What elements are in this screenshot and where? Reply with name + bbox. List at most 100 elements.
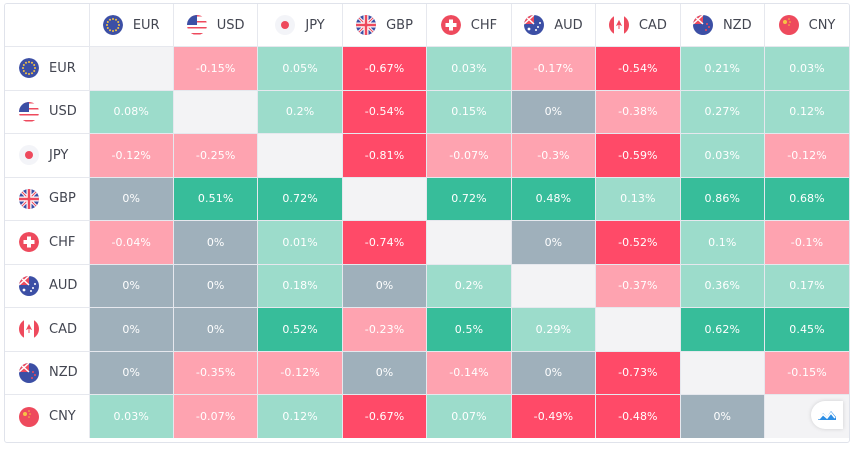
heatmap-cell-gbp-nzd[interactable]: 0.86% <box>679 176 766 221</box>
heatmap-cell-gbp-jpy[interactable]: 0.72% <box>257 176 343 221</box>
column-header-chf[interactable]: CHF <box>426 4 512 47</box>
heatmap-cell-aud-usd[interactable]: 0% <box>172 263 259 308</box>
heatmap-cell-usd-aud[interactable]: 0% <box>510 89 597 134</box>
row-header-label: CAD <box>49 321 77 337</box>
heatmap-cell-cad-cny[interactable]: 0.45% <box>764 307 849 352</box>
heatmap-cell-gbp-aud[interactable]: 0.48% <box>510 176 597 221</box>
heatmap-cell-eur-nzd[interactable]: 0.21% <box>679 46 766 91</box>
heatmap-cell-chf-cny[interactable]: -0.1% <box>764 220 849 265</box>
heatmap-cell-gbp-cny[interactable]: 0.68% <box>764 176 849 221</box>
heatmap-cell-eur-aud[interactable]: -0.17% <box>510 46 597 91</box>
heatmap-cell-cad-nzd[interactable]: 0.62% <box>679 307 766 352</box>
heatmap-cell-aud-cad[interactable]: -0.37% <box>595 263 681 308</box>
heatmap-cell-jpy-chf[interactable]: -0.07% <box>426 133 512 178</box>
heatmap-cell-cad-gbp[interactable]: -0.23% <box>341 307 428 352</box>
heatmap-cell-jpy-aud[interactable]: -0.3% <box>510 133 597 178</box>
heatmap-cell-cny-gbp[interactable]: -0.67% <box>341 394 428 438</box>
column-header-cny[interactable]: CNY <box>764 4 849 47</box>
heatmap-cell-eur-chf[interactable]: 0.03% <box>426 46 512 91</box>
heatmap-cell-nzd-jpy[interactable]: -0.12% <box>257 350 343 395</box>
heatmap-cell-chf-jpy[interactable]: 0.01% <box>257 220 343 265</box>
heatmap-cell-gbp-cad[interactable]: 0.13% <box>595 176 681 221</box>
heatmap-cell-nzd-cny[interactable]: -0.15% <box>764 350 849 395</box>
heatmap-cell-jpy-eur[interactable]: -0.12% <box>88 133 174 178</box>
column-header-label: AUD <box>554 17 583 33</box>
heatmap-cell-aud-chf[interactable]: 0.2% <box>426 263 512 308</box>
heatmap-cell-chf-aud[interactable]: 0% <box>510 220 597 265</box>
heatmap-cell-jpy-gbp[interactable]: -0.81% <box>341 133 428 178</box>
heatmap-cell-cny-aud[interactable]: -0.49% <box>510 394 597 438</box>
us-flag-icon <box>19 101 39 122</box>
heatmap-cell-aud-cny[interactable]: 0.17% <box>764 263 849 308</box>
column-header-jpy[interactable]: JPY <box>257 4 343 47</box>
row-header-usd[interactable]: USD <box>5 89 90 134</box>
row-header-gbp[interactable]: GBP <box>5 176 90 221</box>
heatmap-cell-cny-chf[interactable]: 0.07% <box>426 394 512 438</box>
column-header-nzd[interactable]: NZD <box>679 4 766 47</box>
heatmap-cell-cad-chf[interactable]: 0.5% <box>426 307 512 352</box>
heatmap-cell-eur-cad[interactable]: -0.54% <box>595 46 681 91</box>
heatmap-cell-aud-eur[interactable]: 0% <box>88 263 174 308</box>
heatmap-cell-cny-nzd[interactable]: 0% <box>679 394 766 438</box>
row-header-jpy[interactable]: JPY <box>5 133 90 178</box>
heatmap-cell-cad-aud[interactable]: 0.29% <box>510 307 597 352</box>
column-header-gbp[interactable]: GBP <box>341 4 428 47</box>
row-header-cad[interactable]: CAD <box>5 307 90 352</box>
heatmap-cell-usd-cad[interactable]: -0.38% <box>595 89 681 134</box>
heatmap-cell-eur-jpy[interactable]: 0.05% <box>257 46 343 91</box>
row-header-chf[interactable]: CHF <box>5 220 90 265</box>
heatmap-cell-usd-eur[interactable]: 0.08% <box>88 89 174 134</box>
heatmap-cell-nzd-gbp[interactable]: 0% <box>341 350 428 395</box>
heatmap-cell-nzd-aud[interactable]: 0% <box>510 350 597 395</box>
logo-badge[interactable] <box>811 401 843 429</box>
row-header-cny[interactable]: CNY <box>5 394 90 438</box>
heatmap-cell-chf-nzd[interactable]: 0.1% <box>679 220 766 265</box>
heatmap-cell-chf-gbp[interactable]: -0.74% <box>341 220 428 265</box>
heatmap-cell-jpy-nzd[interactable]: 0.03% <box>679 133 766 178</box>
row-header-label: EUR <box>49 60 76 76</box>
heatmap-cell-diagonal <box>510 263 597 308</box>
heatmap-cell-gbp-chf[interactable]: 0.72% <box>426 176 512 221</box>
row-header-nzd[interactable]: NZD <box>5 350 90 395</box>
heatmap-cell-nzd-eur[interactable]: 0% <box>88 350 174 395</box>
heatmap-cell-cad-usd[interactable]: 0% <box>172 307 259 352</box>
heatmap-cell-chf-cad[interactable]: -0.52% <box>595 220 681 265</box>
heatmap-cell-aud-gbp[interactable]: 0% <box>341 263 428 308</box>
au-flag-icon <box>19 275 39 296</box>
heatmap-cell-gbp-eur[interactable]: 0% <box>88 176 174 221</box>
heatmap-cell-jpy-cny[interactable]: -0.12% <box>764 133 849 178</box>
heatmap-cell-aud-jpy[interactable]: 0.18% <box>257 263 343 308</box>
heatmap-cell-eur-cny[interactable]: 0.03% <box>764 46 849 91</box>
heatmap-cell-jpy-usd[interactable]: -0.25% <box>172 133 259 178</box>
heatmap-cell-jpy-cad[interactable]: -0.59% <box>595 133 681 178</box>
heatmap-cell-chf-usd[interactable]: 0% <box>172 220 259 265</box>
heatmap-cell-cad-eur[interactable]: 0% <box>88 307 174 352</box>
column-header-aud[interactable]: AUD <box>510 4 597 47</box>
heatmap-cell-cad-jpy[interactable]: 0.52% <box>257 307 343 352</box>
column-header-usd[interactable]: USD <box>172 4 259 47</box>
heatmap-cell-nzd-usd[interactable]: -0.35% <box>172 350 259 395</box>
heatmap-cell-eur-usd[interactable]: -0.15% <box>172 46 259 91</box>
heatmap-cell-usd-gbp[interactable]: -0.54% <box>341 89 428 134</box>
heatmap-cell-cny-jpy[interactable]: 0.12% <box>257 394 343 438</box>
heatmap-cell-gbp-usd[interactable]: 0.51% <box>172 176 259 221</box>
heatmap-cell-cny-cad[interactable]: -0.48% <box>595 394 681 438</box>
heatmap-cell-cny-usd[interactable]: -0.07% <box>172 394 259 438</box>
row-header-aud[interactable]: AUD <box>5 263 90 308</box>
heatmap-cell-diagonal <box>426 220 512 265</box>
heatmap-cell-chf-eur[interactable]: -0.04% <box>88 220 174 265</box>
heatmap-cell-usd-nzd[interactable]: 0.27% <box>679 89 766 134</box>
row-header-eur[interactable]: EUR <box>5 46 90 91</box>
heatmap-cell-usd-jpy[interactable]: 0.2% <box>257 89 343 134</box>
heatmap-cell-usd-chf[interactable]: 0.15% <box>426 89 512 134</box>
heatmap-cell-nzd-chf[interactable]: -0.14% <box>426 350 512 395</box>
heatmap-cell-usd-cny[interactable]: 0.12% <box>764 89 849 134</box>
heatmap-cell-eur-gbp[interactable]: -0.67% <box>341 46 428 91</box>
column-header-eur[interactable]: EUR <box>88 4 174 47</box>
column-header-cad[interactable]: CAD <box>595 4 681 47</box>
heatmap-cell-nzd-cad[interactable]: -0.73% <box>595 350 681 395</box>
heatmap-cell-aud-nzd[interactable]: 0.36% <box>679 263 766 308</box>
au-flag-icon <box>524 15 545 35</box>
heatmap-cell-cny-eur[interactable]: 0.03% <box>88 394 174 438</box>
cn-flag-icon <box>19 406 39 427</box>
